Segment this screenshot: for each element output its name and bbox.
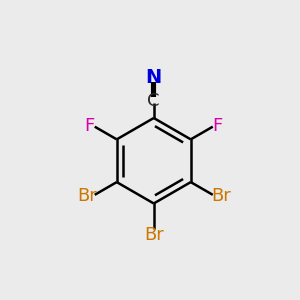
Text: F: F xyxy=(213,117,223,135)
Text: Br: Br xyxy=(211,187,231,205)
Text: Br: Br xyxy=(144,226,164,244)
Text: Br: Br xyxy=(77,187,97,205)
Text: F: F xyxy=(85,117,95,135)
Text: N: N xyxy=(146,68,162,87)
Text: C: C xyxy=(148,92,160,110)
